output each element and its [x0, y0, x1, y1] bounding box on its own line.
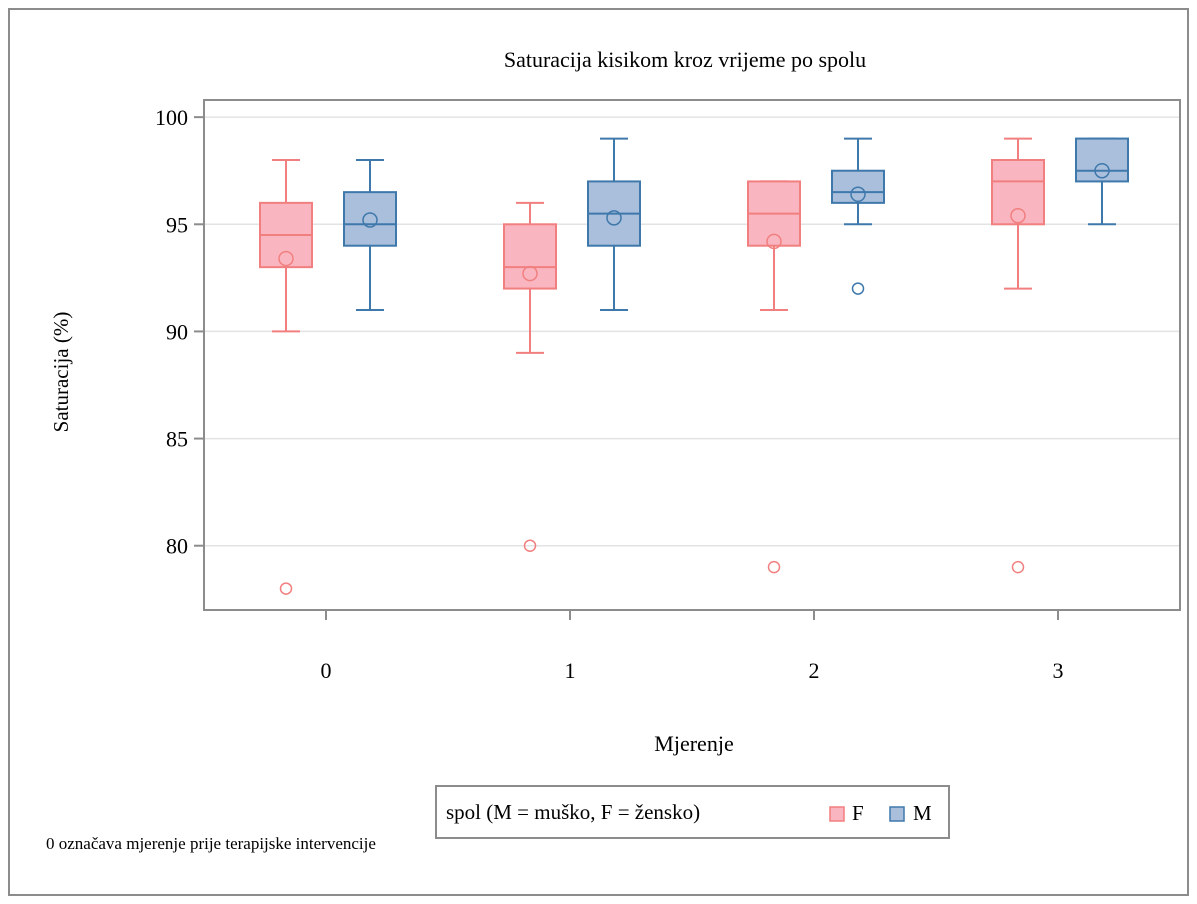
box-f-3 [991, 159, 1045, 226]
plot-frame [203, 99, 1181, 611]
x-tick-label-1: 1 [565, 658, 576, 683]
outlier-f-0-0 [279, 582, 293, 595]
y-tick-label-80: 80 [166, 534, 188, 559]
outlier-m-2-0 [851, 282, 865, 295]
legend: spol (M = muško, F = žensko) F M [435, 785, 950, 839]
y-tick-label-95: 95 [166, 212, 188, 237]
outlier-f-3-0 [1011, 560, 1025, 574]
boxplot-chart: Saturacija kisikom kroz vrijeme po spolu… [49, 47, 1181, 839]
mean-marker-f-1 [522, 265, 538, 282]
legend-swatch-m [889, 806, 905, 822]
mean-marker-m-1 [606, 210, 622, 226]
x-tick-label-2: 2 [809, 658, 820, 683]
x-axis-label: Mjerenje [654, 731, 733, 756]
x-tick-label-0: 0 [321, 658, 332, 683]
plot-area: 80 85 90 95 100 0 1 2 3 [155, 99, 1181, 683]
chart-title: Saturacija kisikom kroz vrijeme po spolu [504, 47, 866, 72]
y-tick-label-85: 85 [166, 427, 188, 452]
legend-frame [435, 785, 950, 839]
y-tick-label-100: 100 [155, 105, 188, 130]
mean-marker-f-0 [278, 250, 294, 267]
footnote: 0 označava mjerenje prije terapijske int… [46, 834, 376, 853]
x-tick-label-3: 3 [1053, 658, 1064, 683]
mean-marker-f-2 [766, 233, 782, 250]
box-f-1 [503, 223, 557, 290]
legend-title: spol (M = muško, F = žensko) [446, 800, 700, 824]
outlier-f-1-0 [523, 539, 537, 552]
figure-frame: Saturacija kisikom kroz vrijeme po spolu… [8, 8, 1189, 896]
legend-swatch-f [829, 806, 845, 822]
mean-marker-m-3 [1094, 162, 1110, 179]
mean-marker-m-2 [850, 186, 866, 203]
mean-marker-f-3 [1010, 207, 1026, 224]
legend-label-m: M [913, 801, 932, 825]
legend-label-f: F [852, 801, 864, 825]
box-m-3 [1075, 137, 1129, 183]
mean-marker-m-0 [362, 212, 378, 228]
y-axis-label: Saturacija (%) [49, 312, 73, 433]
outlier-f-2-0 [767, 560, 781, 574]
y-tick-label-90: 90 [166, 319, 188, 344]
box-m-0 [343, 191, 397, 247]
